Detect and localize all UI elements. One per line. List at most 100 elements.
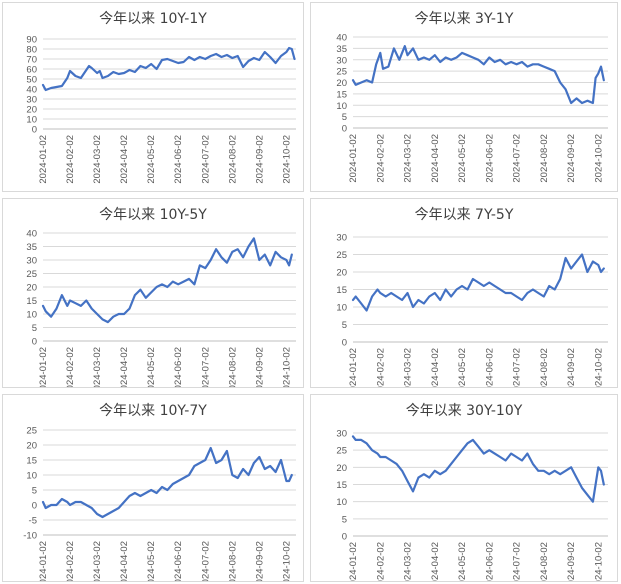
x-tick-label: 2024-07-02 — [200, 135, 211, 184]
y-tick-label: 20 — [336, 78, 347, 89]
chart-svg: 今年以来 7Y-5Y 0 5 10 15 20 25 30 2024-01-02 2024-02-… — [336, 207, 608, 387]
x-tick-label: 2024-10-02 — [281, 541, 292, 581]
x-tick-label: 2024-10-02 — [593, 348, 604, 387]
y-tick-label: 15 — [336, 89, 347, 100]
x-tick-label: 2024-06-02 — [484, 134, 495, 183]
x-tick-label: 2024-04-02 — [119, 541, 130, 581]
x-tick-label: 2024-07-02 — [200, 541, 211, 581]
y-tick-label: 0 — [32, 125, 37, 136]
chart-svg: 今年以来 10Y-7Y -10 -5 0 5 10 15 20 25 2024-01-02 2024… — [23, 403, 296, 581]
chart-panel-30y-10y: 今年以来 30Y-10Y 0 5 10 15 20 25 30 2024-01-02 2024-0… — [310, 394, 618, 582]
y-tick-label: 30 — [336, 55, 347, 66]
x-tick-label: 2024-09-02 — [566, 348, 577, 387]
y-tick-label: 25 — [26, 269, 37, 280]
series-line — [41, 46, 296, 92]
x-tick-label: 2024-03-02 — [92, 135, 103, 184]
y-tick-label: 70 — [26, 55, 37, 66]
x-tick-label: 2024-09-02 — [566, 134, 577, 183]
y-tick-label: 80 — [26, 45, 37, 56]
x-tick-label: 2024-09-02 — [254, 541, 265, 581]
chart-svg: 今年以来 30Y-10Y 0 5 10 15 20 25 30 2024-01-02 2024-0… — [336, 403, 608, 581]
y-tick-label: 20 — [26, 105, 37, 116]
x-tick-label: 2024-01-02 — [38, 347, 49, 387]
x-tick-label: 2024-05-02 — [146, 541, 157, 581]
series-line — [351, 435, 605, 503]
x-tick-label: 2024-05-02 — [146, 347, 157, 387]
y-tick-label: 5 — [342, 320, 347, 331]
x-tick-label: 2024-04-02 — [119, 135, 130, 184]
y-tick-label: 15 — [26, 296, 37, 307]
y-tick-label: 30 — [26, 95, 37, 106]
y-tick-label: 40 — [26, 85, 37, 96]
y-tick-label: 0 — [342, 124, 347, 135]
chart-title: 今年以来 10Y-1Y — [99, 11, 207, 27]
x-tick-label: 2024-09-02 — [566, 542, 577, 581]
y-tick-label: 25 — [336, 250, 347, 261]
x-tick-label: 2024-05-02 — [457, 542, 468, 581]
x-tick-label: 2024-03-02 — [92, 541, 103, 581]
series-line — [41, 237, 293, 324]
y-tick-label: 0 — [32, 337, 37, 348]
x-tick-label: 2024-09-02 — [254, 347, 265, 387]
x-tick-label: 2024-06-02 — [484, 348, 495, 387]
x-tick-label: 2024-10-02 — [281, 135, 292, 184]
y-tick-label: 60 — [26, 65, 37, 76]
y-tick-label: -10 — [23, 531, 37, 542]
x-tick-label: 2024-04-02 — [430, 134, 441, 183]
x-tick-label: 2024-02-02 — [65, 541, 76, 581]
y-tick-label: 25 — [336, 67, 347, 78]
y-tick-label: 90 — [26, 35, 37, 46]
y-tick-label: 0 — [342, 338, 347, 349]
chart-panel-10y-5y: 今年以来 10Y-5Y 0 5 10 15 20 25 30 35 40 2024-01-02 202… — [2, 198, 304, 388]
series-line — [41, 446, 293, 519]
y-tick-label: 35 — [336, 44, 347, 55]
chart-title: 今年以来 10Y-5Y — [99, 207, 207, 223]
chart-title: 今年以来 30Y-10Y — [406, 403, 523, 419]
x-tick-label: 2024-07-02 — [200, 347, 211, 387]
x-tick-label: 2024-07-02 — [512, 348, 523, 387]
y-tick-label: 20 — [336, 463, 347, 474]
x-tick-label: 2024-04-02 — [119, 347, 130, 387]
y-tick-label: 30 — [336, 429, 347, 440]
x-tick-label: 2024-06-02 — [173, 135, 184, 184]
y-tick-label: 5 — [32, 486, 37, 497]
x-tick-label: 2024-01-02 — [348, 348, 359, 387]
y-tick-label: 50 — [26, 75, 37, 86]
y-tick-label: 25 — [336, 446, 347, 457]
chart-title: 今年以来 7Y-5Y — [415, 207, 514, 223]
series-line — [351, 253, 605, 312]
x-tick-label: 2024-05-02 — [457, 134, 468, 183]
x-tick-label: 2024-08-02 — [539, 134, 550, 183]
x-tick-label: 2024-06-02 — [484, 542, 495, 581]
chart-panel-10y-7y: 今年以来 10Y-7Y -10 -5 0 5 10 15 20 25 2024-01-02 2024… — [2, 394, 304, 582]
x-tick-label: 2024-08-02 — [539, 348, 550, 387]
y-tick-label: 15 — [336, 285, 347, 296]
x-tick-label: 2024-07-02 — [512, 134, 523, 183]
x-tick-label: 2024-08-02 — [227, 347, 238, 387]
y-tick-label: 10 — [26, 115, 37, 126]
y-tick-label: 15 — [336, 480, 347, 491]
x-tick-label: 2024-02-02 — [375, 134, 386, 183]
x-tick-label: 2024-03-02 — [403, 348, 414, 387]
x-tick-label: 2024-08-02 — [227, 135, 238, 184]
y-tick-label: 40 — [336, 33, 347, 44]
x-tick-label: 2024-05-02 — [146, 135, 157, 184]
x-tick-label: 2024-01-02 — [38, 135, 49, 184]
chart-title: 今年以来 3Y-1Y — [415, 11, 514, 27]
y-tick-label: 5 — [342, 112, 347, 123]
x-tick-label: 2024-02-02 — [65, 347, 76, 387]
y-tick-label: 10 — [336, 497, 347, 508]
x-tick-label: 2024-10-02 — [593, 134, 604, 183]
x-tick-label: 2024-02-02 — [375, 542, 386, 581]
chart-panel-10y-1y: 今年以来 10Y-1Y 0 10 20 30 40 50 60 70 80 90 2024-01-02… — [2, 2, 304, 192]
x-tick-label: 2024-02-02 — [375, 348, 386, 387]
x-tick-label: 2024-01-02 — [348, 134, 359, 183]
x-tick-label: 2024-01-02 — [38, 541, 49, 581]
x-tick-label: 2024-10-02 — [593, 542, 604, 581]
y-tick-label: 20 — [26, 441, 37, 452]
chart-svg: 今年以来 10Y-5Y 0 5 10 15 20 25 30 35 40 2024-01-02 202… — [26, 207, 296, 387]
y-tick-label: -5 — [29, 516, 37, 527]
y-tick-label: 40 — [26, 229, 37, 240]
series-line — [351, 44, 605, 105]
